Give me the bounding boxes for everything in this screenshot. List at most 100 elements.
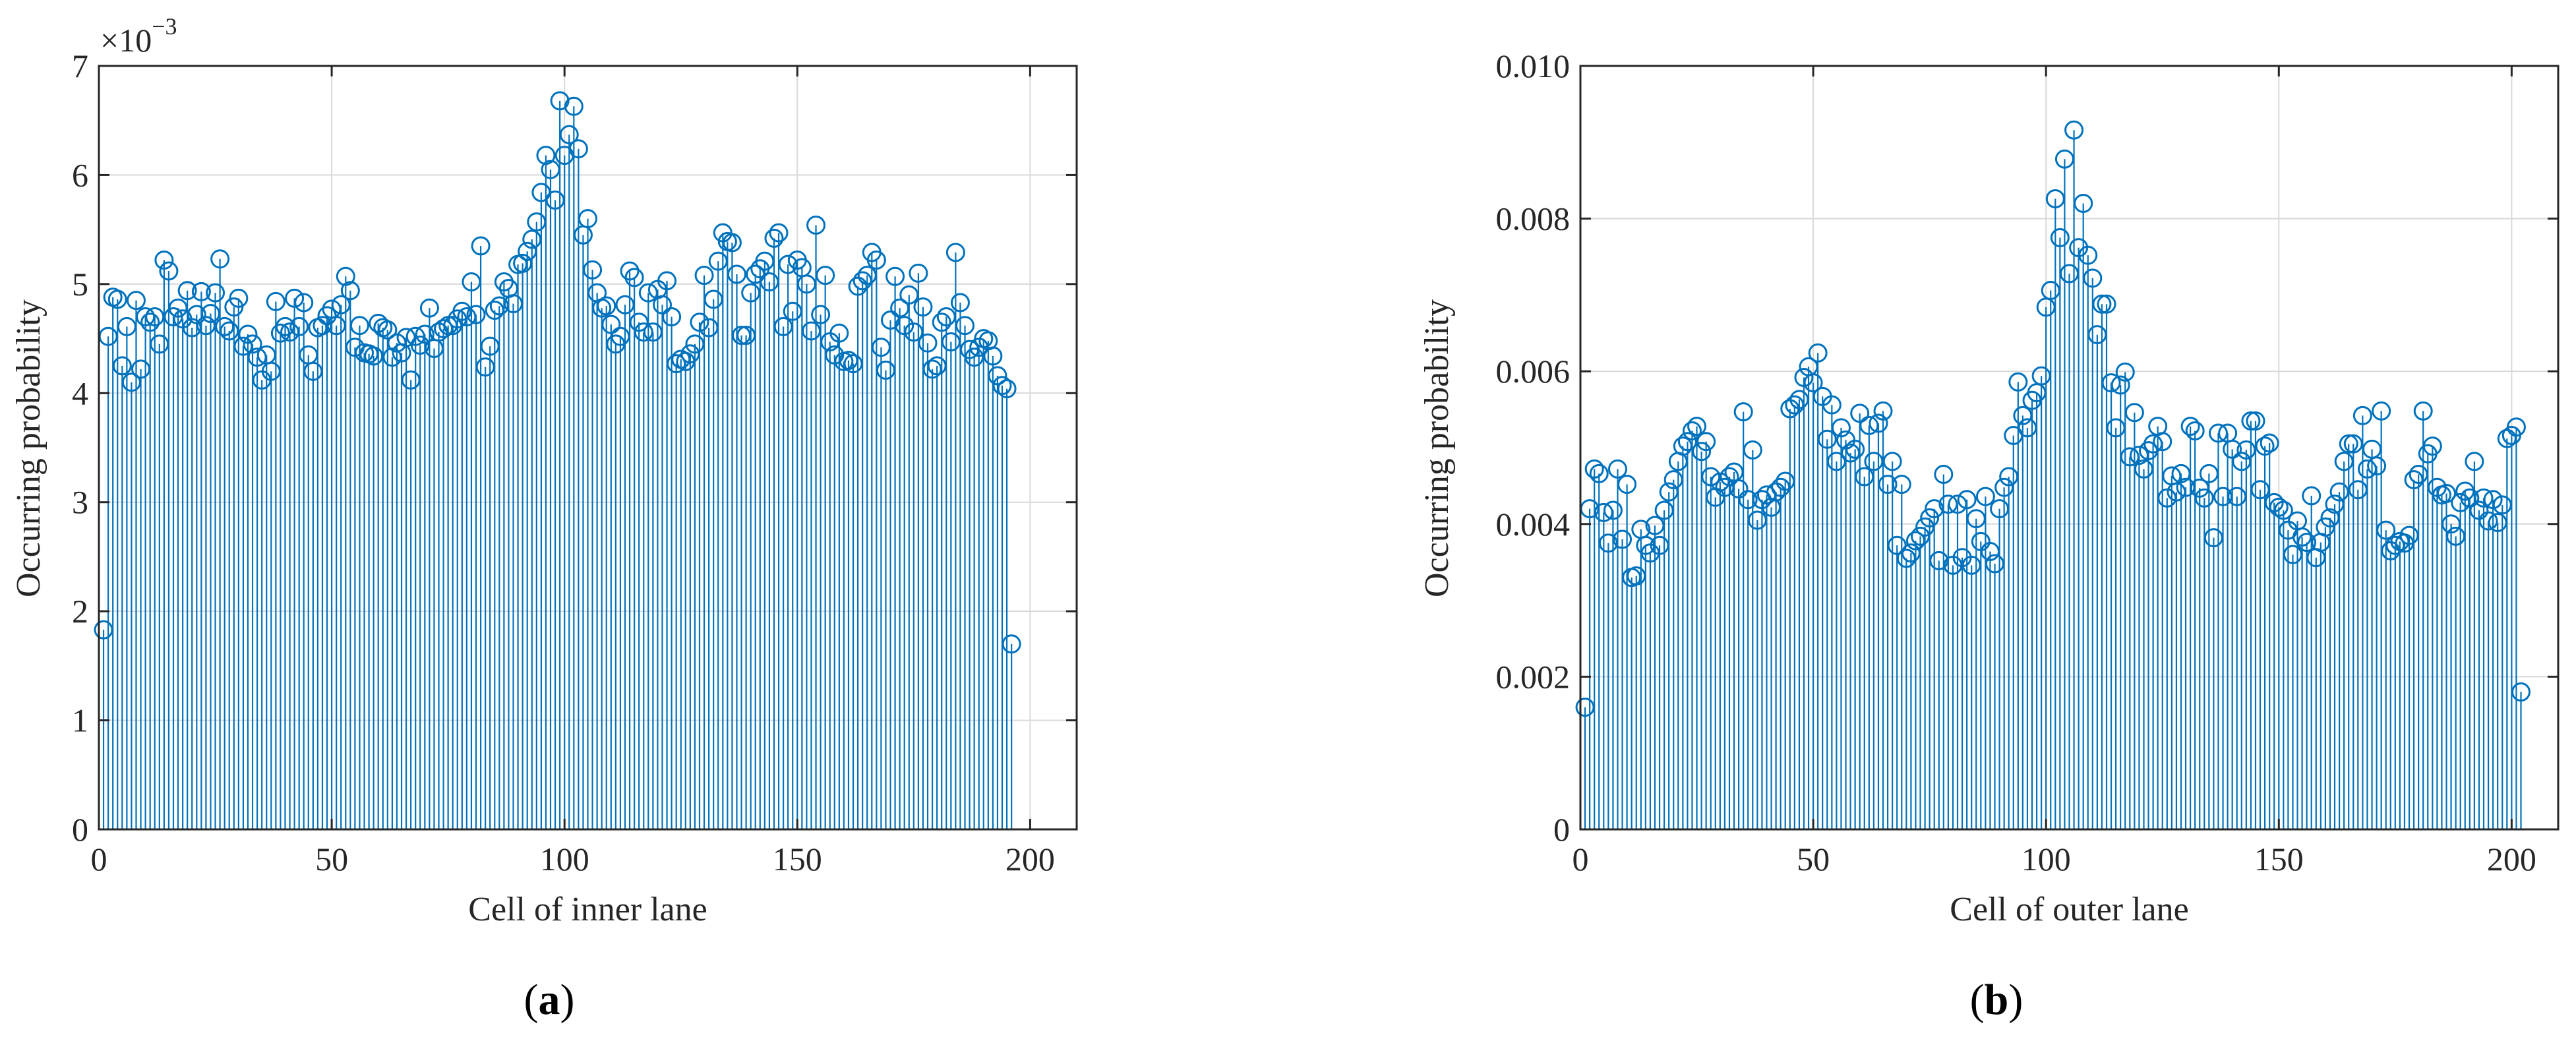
stem-marker <box>667 354 686 374</box>
stem-marker <box>2223 439 2242 459</box>
stem-marker <box>769 223 789 243</box>
stem-marker <box>1575 698 1595 717</box>
y-axis-label: Occurring probability <box>10 299 47 597</box>
stem-marker <box>2203 528 2223 548</box>
stem-marker <box>853 271 872 291</box>
x-tick-label: 0 <box>1573 841 1589 878</box>
stem-marker <box>1915 517 1935 537</box>
stem-marker <box>871 338 891 357</box>
stem-marker <box>806 216 826 235</box>
stem-marker <box>2497 429 2517 448</box>
stem-marker <box>485 301 504 320</box>
y-tick-label: 0.008 <box>1496 200 1571 237</box>
stem-marker <box>634 322 653 342</box>
stem-marker <box>708 251 728 271</box>
stem-marker <box>1776 471 1795 491</box>
stem-marker <box>652 295 672 314</box>
stem-marker <box>2092 294 2112 314</box>
stem-marker <box>405 326 425 346</box>
stem-marker <box>2460 488 2480 508</box>
stem-marker <box>2404 470 2424 490</box>
x-tick-label: 150 <box>773 841 822 878</box>
stem-marker <box>1594 502 1613 522</box>
stem-marker <box>2008 372 2028 392</box>
stem-marker <box>1901 543 1921 563</box>
stem-marker <box>2087 325 2107 345</box>
y-tick-label: 0 <box>1553 811 1570 848</box>
stem-marker <box>294 293 314 313</box>
stem-marker <box>1980 541 2000 561</box>
stem-marker <box>1873 401 1893 421</box>
ticks: 0 50 100 150 200 0 0.002 0.004 0.006 0.008 0.010 <box>1496 47 2558 878</box>
stem-marker <box>434 319 454 339</box>
stem-marker <box>504 294 524 314</box>
stem-marker <box>722 233 742 253</box>
stem-marker <box>2320 508 2340 528</box>
stem-marker <box>1598 533 1618 553</box>
stem-marker <box>1905 531 1925 551</box>
stem-marker <box>150 334 169 354</box>
stem-marker <box>1822 395 1842 415</box>
y-tick-label: 2 <box>72 593 88 630</box>
x-tick-label: 50 <box>315 841 348 878</box>
y-tick-label: 0.006 <box>1496 353 1571 390</box>
stem-marker <box>364 346 384 366</box>
stem-marker <box>2465 452 2484 471</box>
stem-marker <box>2227 487 2247 506</box>
stem-marker <box>727 264 746 284</box>
stem-marker <box>168 298 188 318</box>
stem-marker <box>2120 447 2140 467</box>
stem-marker <box>154 250 174 270</box>
stem-marker <box>2260 433 2279 453</box>
stem-marker <box>918 333 938 353</box>
stem-marker <box>1687 417 1707 436</box>
stem-marker <box>233 336 253 356</box>
stem-marker <box>1617 475 1637 494</box>
stem-marker <box>536 146 556 165</box>
stem-marker <box>466 305 486 324</box>
stem-marker <box>909 263 928 283</box>
stem-marker <box>876 361 895 380</box>
stem-marker <box>489 296 509 316</box>
y-tick-label: 0.002 <box>1496 658 1571 695</box>
stem-marker <box>2325 494 2345 514</box>
stem-marker <box>2213 487 2233 506</box>
stem-marker <box>2273 500 2293 520</box>
stem-marker <box>107 289 127 309</box>
stem-marker <box>1771 477 1791 497</box>
stem-marker <box>2348 480 2368 500</box>
stem-marker <box>2292 527 2312 547</box>
stem-marker <box>2506 417 2526 437</box>
stem-marker <box>2269 497 2289 517</box>
stem-marker <box>275 316 295 336</box>
panel-paren-close: ) <box>2008 976 2023 1024</box>
stem-marker <box>839 351 858 371</box>
stem-series <box>1575 120 2531 829</box>
stem-marker <box>1869 413 1888 433</box>
y-exponent-power: −3 <box>152 13 177 40</box>
stem-marker <box>936 307 956 326</box>
stem-marker <box>1957 490 1977 510</box>
stem-marker <box>1920 508 1940 528</box>
x-tick-label: 150 <box>2254 841 2304 878</box>
stem-marker <box>680 344 700 364</box>
stem-marker <box>1892 475 1911 494</box>
stem-marker <box>1645 516 1665 535</box>
stem-marker <box>1999 467 2019 487</box>
stem-marker <box>247 347 267 367</box>
stem-marker <box>1938 494 1958 514</box>
stem-marker <box>415 324 434 344</box>
plot-frame <box>1579 65 2560 831</box>
stem-marker <box>136 307 156 326</box>
stem-marker <box>2097 294 2116 314</box>
stem-marker <box>732 326 752 345</box>
panel-letter: b <box>1985 976 2009 1024</box>
stem-marker <box>1864 452 1884 471</box>
stem-marker <box>220 321 239 341</box>
stem-marker <box>843 354 863 374</box>
stem-marker <box>1934 465 1954 485</box>
stem-marker <box>1673 436 1692 456</box>
stem-marker <box>1677 432 1697 452</box>
stem-marker <box>518 241 537 261</box>
stem-marker <box>513 253 533 273</box>
